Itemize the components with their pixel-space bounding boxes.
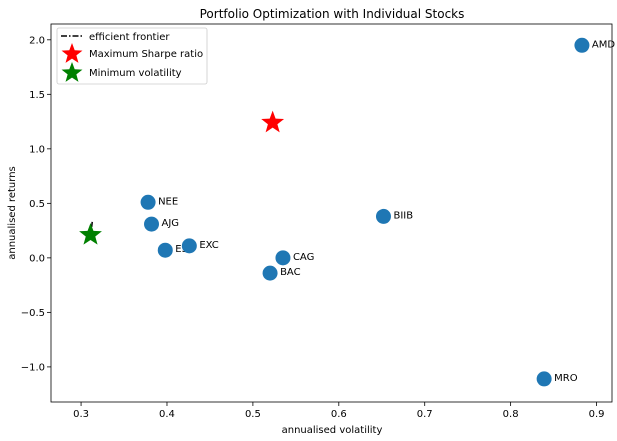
legend: efficient frontier Maximum Sharpe ratio …	[56, 27, 208, 85]
y-axis-label: annualised returns	[7, 166, 18, 260]
y-tick-label: 2.0	[29, 35, 45, 46]
x-tick-label: 0.7	[417, 409, 433, 420]
x-tick-label: 0.9	[589, 409, 605, 420]
legend-min-volatility-star	[61, 62, 83, 82]
stock-point	[157, 242, 173, 258]
legend-entry-min-volatility: Minimum volatility	[89, 68, 182, 79]
stock-label: AMD	[592, 39, 615, 50]
legend-frame	[56, 27, 208, 85]
max-sharpe-star	[261, 110, 285, 133]
x-axis-label: annualised volatility	[282, 425, 383, 436]
stock-label: CAG	[293, 252, 314, 263]
stock-point	[140, 194, 156, 210]
stock-point	[536, 371, 552, 387]
legend-entry-frontier: efficient frontier	[89, 32, 170, 43]
stock-point	[181, 238, 197, 254]
stock-label: BIIB	[393, 210, 413, 221]
stock-label: BAC	[280, 267, 301, 278]
y-tick-label: 1.5	[29, 90, 45, 101]
legend-max-sharpe-star	[61, 43, 83, 63]
x-tick-label: 0.8	[503, 409, 519, 420]
x-tick-label: 0.5	[245, 409, 261, 420]
y-tick-label: −0.5	[21, 308, 45, 319]
stock-label: MRO	[554, 373, 578, 384]
stock-label: NEE	[158, 196, 178, 207]
min-volatility-star	[79, 222, 102, 245]
stock-label: AJG	[162, 218, 180, 229]
legend-entry-max-sharpe: Maximum Sharpe ratio	[89, 49, 203, 60]
stock-point	[262, 265, 278, 281]
y-tick-label: −1.0	[21, 362, 45, 373]
stock-point	[574, 37, 590, 53]
x-tick-label: 0.6	[331, 409, 347, 420]
stock-label: EXC	[199, 240, 218, 251]
y-tick-label: 1.0	[29, 144, 45, 155]
chart-title: Portfolio Optimization with Individual S…	[200, 7, 465, 21]
y-tick-label: 0.5	[29, 199, 45, 210]
x-axis: 0.3 0.4 0.5 0.6 0.7 0.8 0.9	[73, 402, 604, 420]
x-tick-label: 0.3	[73, 409, 89, 420]
plot-area: AMDNEEAJGBIIBESSEXCCAGBACMRO	[79, 37, 615, 387]
y-axis: −1.0 −0.5 0.0 0.5 1.0 1.5 2.0	[21, 35, 51, 373]
axes-frame	[50, 23, 613, 403]
y-tick-label: 0.0	[29, 253, 45, 264]
stock-point	[375, 208, 391, 224]
x-tick-label: 0.4	[159, 409, 175, 420]
stock-point	[144, 216, 160, 232]
stock-point	[275, 250, 291, 266]
